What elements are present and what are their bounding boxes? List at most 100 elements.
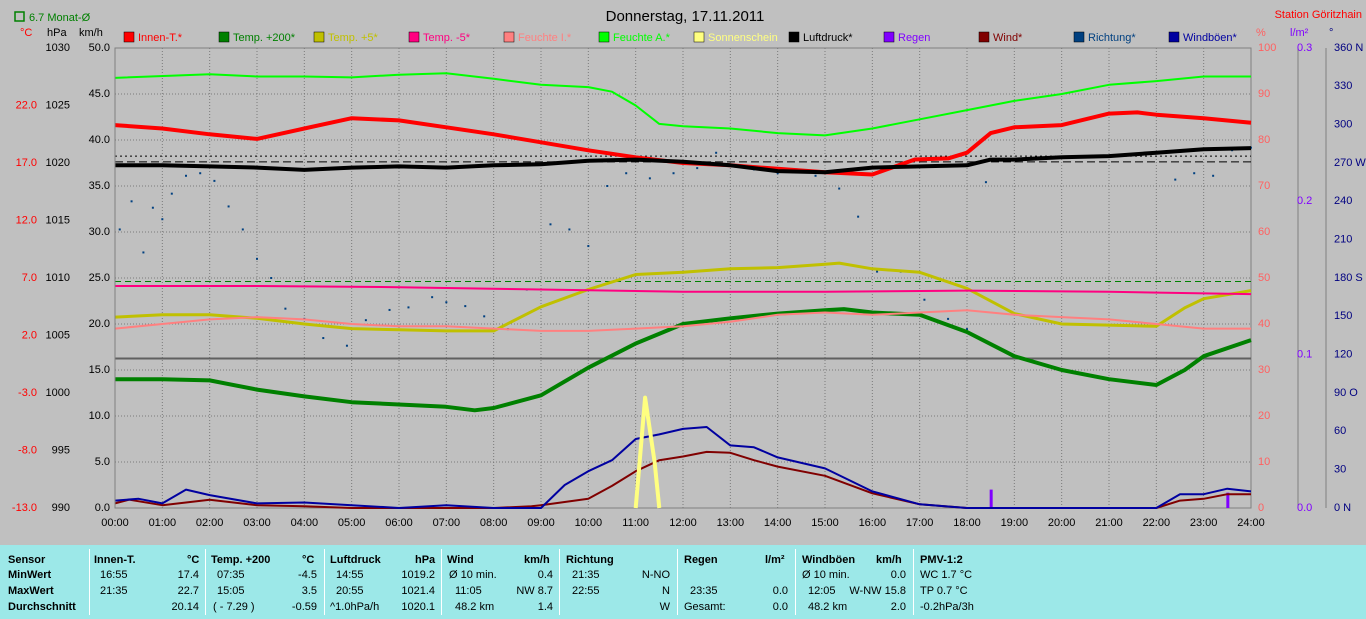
boeen-distance: 48.2 km <box>808 601 848 613</box>
temp200-avg-value: -0.59 <box>291 601 317 613</box>
percent-tick-label: 30 <box>1258 364 1270 376</box>
legend-swatch <box>693 31 705 43</box>
richtung-title: Richtung <box>566 554 614 566</box>
pmv-wc: WC 1.7 °C <box>920 569 973 581</box>
direction-point <box>170 192 173 195</box>
kmh-unit: km/h <box>79 27 103 39</box>
time-tick-label: 05:00 <box>338 517 366 529</box>
direction-point <box>568 228 571 231</box>
direction-point <box>857 215 860 218</box>
series-line <box>114 72 1251 137</box>
direction-point <box>814 174 817 177</box>
temp200-max-value: 3.5 <box>301 585 317 597</box>
direction-point <box>1250 146 1252 149</box>
series-line <box>633 395 662 509</box>
luftdruck-trend: ^1.0hPa/h <box>330 601 380 613</box>
percent-tick-label: 40 <box>1258 318 1270 330</box>
time-tick-label: 24:00 <box>1237 517 1265 529</box>
direction-tick-label: 0 N <box>1334 502 1351 514</box>
boeen-min-value: 0.0 <box>890 569 906 581</box>
richtung-max-time: 22:55 <box>572 585 600 597</box>
wind-min-value: 0.4 <box>537 569 553 581</box>
regen-title: Regen <box>684 554 718 566</box>
rain-bar <box>989 489 993 508</box>
legend-label: Luftdruck* <box>803 32 853 44</box>
hpa-tick-label: 1020 <box>46 157 70 169</box>
time-tick-label: 03:00 <box>243 517 271 529</box>
direction-point <box>606 185 609 187</box>
time-tick-label: 02:00 <box>196 517 224 529</box>
percent-tick-label: 10 <box>1258 456 1270 468</box>
temp200-min-time: 07:35 <box>217 569 245 581</box>
direction-tick-label: 330 <box>1334 80 1352 92</box>
luftdruck-max-value: 1021.4 <box>401 585 435 597</box>
direction-tick-label: 90 O <box>1334 387 1358 399</box>
time-tick-label: 22:00 <box>1143 517 1171 529</box>
station-name: Station Göritzhain <box>1275 9 1362 21</box>
direction-point <box>464 305 467 308</box>
kmh-tick-label: 15.0 <box>89 364 110 376</box>
direction-point <box>118 228 121 231</box>
wind-min-time: Ø 10 min. <box>449 569 497 581</box>
direction-tick-label: 270 W <box>1334 157 1366 169</box>
time-tick-label: 21:00 <box>1095 517 1123 529</box>
celsius-tick-label: -8.0 <box>18 444 37 456</box>
time-tick-label: 14:00 <box>764 517 792 529</box>
temp200-title: Temp. +200 <box>211 554 271 566</box>
wind-title: Wind <box>447 554 474 566</box>
chart-title: Donnerstag, 17.11.2011 <box>606 8 765 25</box>
regen-total-value: 0.0 <box>772 601 788 613</box>
direction-tick-label: 120 <box>1334 349 1352 361</box>
legend-swatch <box>503 31 515 43</box>
luftdruck-min-value: 1019.2 <box>401 569 435 581</box>
axis-layer: 22.017.012.07.02.0-3.0-8.0-13.0103010251… <box>12 42 1366 529</box>
direction-tick-label: 240 <box>1334 195 1352 207</box>
series-line <box>114 261 1252 333</box>
direction-unit: ° <box>1329 27 1333 39</box>
legend-label: Temp. +5* <box>328 32 379 44</box>
direction-point <box>241 228 244 231</box>
wind-unit: km/h <box>524 554 550 566</box>
time-tick-label: 12:00 <box>669 517 697 529</box>
kmh-tick-label: 35.0 <box>89 180 110 192</box>
legend-swatch <box>788 31 800 43</box>
legend-swatch <box>408 31 420 43</box>
direction-tick-label: 30 <box>1334 464 1346 476</box>
direction-point <box>1212 174 1215 177</box>
hpa-tick-label: 1010 <box>46 272 70 284</box>
time-tick-label: 01:00 <box>149 517 177 529</box>
percent-tick-label: 100 <box>1258 42 1276 54</box>
sensor-row-avg: Durchschnitt <box>8 601 76 613</box>
kmh-tick-label: 50.0 <box>89 42 110 54</box>
direction-tick-label: 210 <box>1334 234 1352 246</box>
time-tick-label: 17:00 <box>906 517 934 529</box>
innen-min-time: 16:55 <box>100 569 128 581</box>
temp200-min-value: -4.5 <box>298 569 317 581</box>
time-tick-label: 08:00 <box>480 517 508 529</box>
kmh-tick-label: 20.0 <box>89 318 110 330</box>
series-layer <box>114 72 1252 509</box>
time-tick-label: 06:00 <box>385 517 413 529</box>
legend-label: Windböen* <box>1183 32 1238 44</box>
rain-tick-label: 0.0 <box>1297 502 1312 514</box>
statistics-panel: Sensor MinWert MaxWert Durchschnitt Inne… <box>0 545 1366 619</box>
regen-max-value: 0.0 <box>772 585 788 597</box>
direction-point <box>696 167 699 170</box>
direction-point <box>407 306 410 309</box>
legend-swatch <box>1073 31 1085 43</box>
wind-avg-value: 1.4 <box>537 601 553 613</box>
regen-unit: l/m² <box>765 554 785 566</box>
direction-point <box>966 328 968 331</box>
series-line <box>114 426 1252 509</box>
rain-tick-label: 0.2 <box>1297 195 1312 207</box>
series-line <box>114 309 1251 332</box>
sensor-title: Sensor <box>8 554 46 566</box>
legend-label: Wind* <box>993 32 1023 44</box>
rain-bar <box>1226 492 1230 508</box>
direction-point <box>284 307 287 310</box>
percent-tick-label: 0 <box>1258 502 1264 514</box>
innen-title: Innen-T. <box>94 554 136 566</box>
direction-tick-label: 60 <box>1334 425 1346 437</box>
celsius-tick-label: 22.0 <box>16 99 37 111</box>
temp200-unit: °C <box>302 554 315 566</box>
